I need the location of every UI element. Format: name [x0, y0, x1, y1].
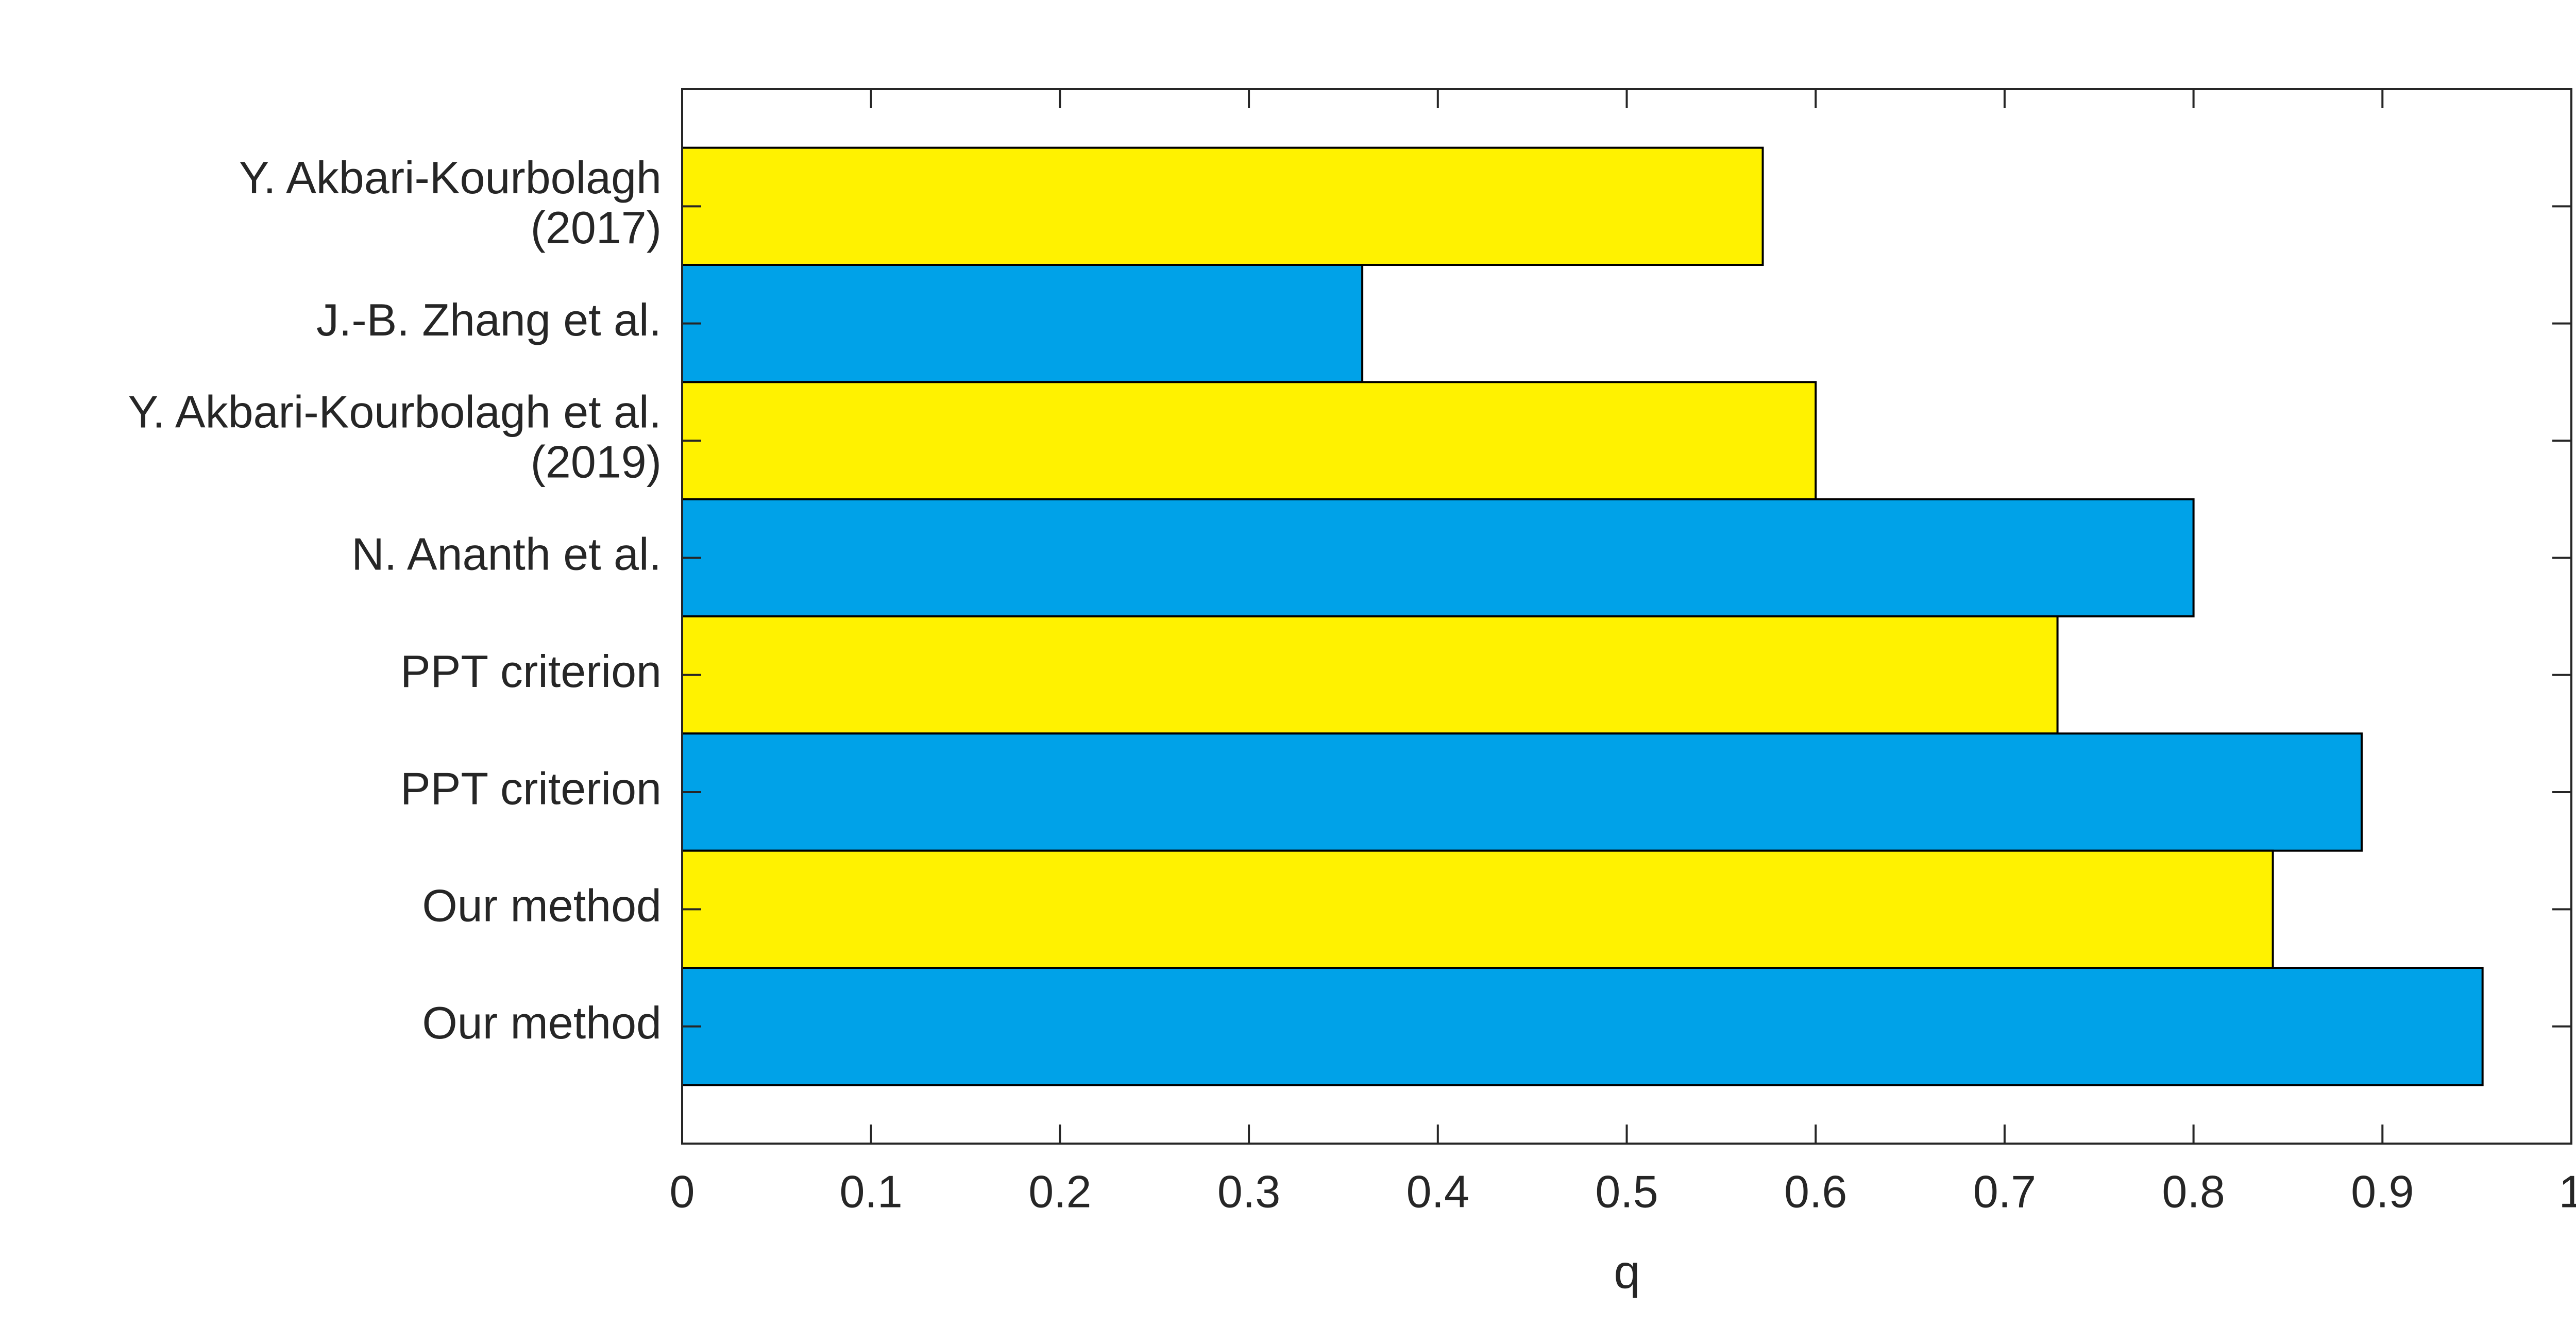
bar: [681, 615, 2059, 735]
x-tick-label: 0.3: [1217, 1166, 1280, 1217]
bar: [681, 498, 2195, 618]
bar: [681, 967, 2484, 1086]
y-tick-label: Our method: [422, 880, 662, 931]
x-tick-label: 0: [670, 1166, 695, 1217]
bar: [681, 849, 2274, 969]
y-tick-label: Y. Akbari-Kourbolagh et al. (2019): [128, 387, 662, 488]
x-tick-label: 0.8: [2162, 1166, 2225, 1217]
bar: [681, 264, 1364, 383]
y-tick-label: PPT criterion: [400, 763, 662, 814]
bar: [681, 732, 2363, 852]
x-tick-label: 0.7: [1973, 1166, 2036, 1217]
y-tick-label: J.-B. Zhang et al.: [316, 294, 662, 345]
x-tick-label: 0.2: [1028, 1166, 1091, 1217]
axes-box: [681, 88, 2572, 1145]
y-tick-label: N. Ananth et al.: [351, 529, 662, 580]
x-tick-label: 0.9: [2351, 1166, 2414, 1217]
x-tick-label: 0.6: [1784, 1166, 1847, 1217]
bar: [681, 381, 1817, 500]
y-tick-label: Y. Akbari-Kourbolagh (2017): [239, 152, 662, 253]
bar: [681, 146, 1764, 266]
y-tick-label: Our method: [422, 997, 662, 1048]
x-tick-label: 0.5: [1595, 1166, 1658, 1217]
x-tick-label: 0.1: [840, 1166, 903, 1217]
x-tick-label: 1: [2559, 1166, 2576, 1217]
x-tick-label: 0.4: [1406, 1166, 1469, 1217]
x-axis-label: q: [1614, 1246, 1640, 1298]
y-tick-label: PPT criterion: [400, 646, 662, 697]
